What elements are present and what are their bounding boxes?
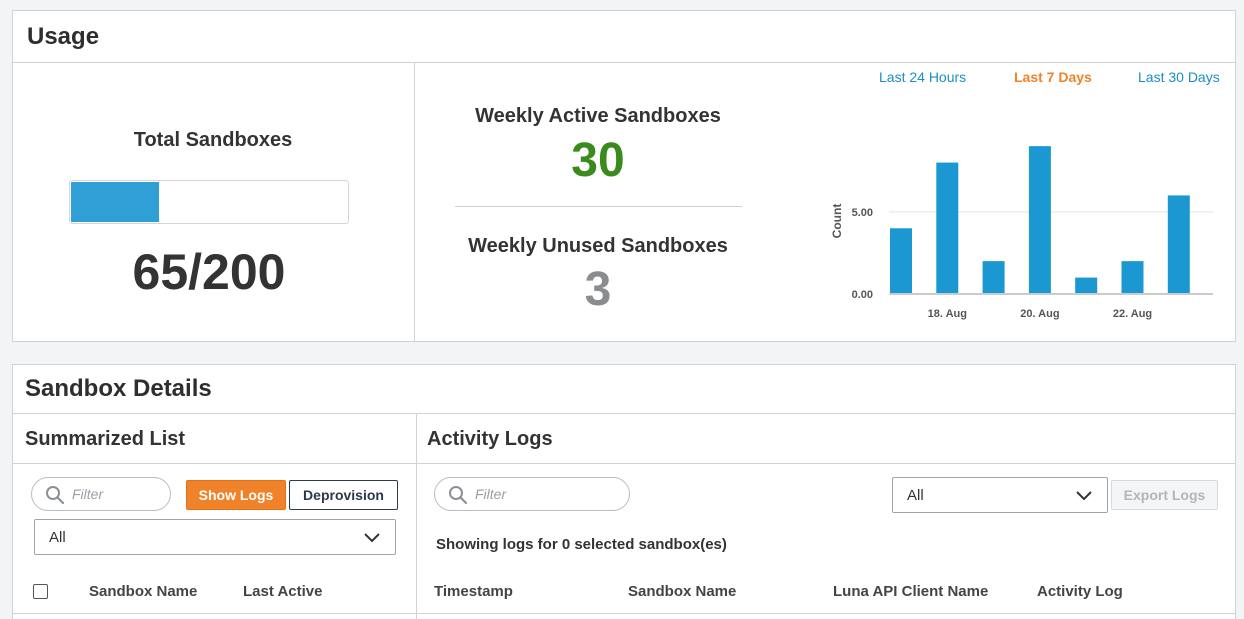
chart-bar <box>890 228 912 294</box>
summarized-list-title: Summarized List <box>25 428 186 450</box>
sandbox-details-title: Sandbox Details <box>25 375 212 402</box>
chart-y-tick-label: 0.00 <box>852 289 873 301</box>
chart-x-tick-label: 22. Aug <box>1113 308 1152 320</box>
details-column-divider <box>416 413 417 619</box>
deprovision-button[interactable]: Deprovision <box>289 480 398 510</box>
chart-bar <box>1121 261 1144 294</box>
chart-bar <box>982 261 1005 294</box>
subheader-divider <box>13 463 1235 464</box>
total-sandboxes-count: 65/200 <box>132 244 286 300</box>
chart-bar <box>1028 146 1051 294</box>
chart-bar <box>1075 277 1098 294</box>
metrics-divider <box>455 206 742 207</box>
export-logs-button[interactable]: Export Logs <box>1111 480 1218 510</box>
show-logs-button[interactable]: Show Logs <box>186 480 286 510</box>
search-icon <box>46 486 65 505</box>
total-sandboxes-progress <box>69 180 349 224</box>
column-sandbox-name[interactable]: Sandbox Name <box>89 583 198 600</box>
summarized-filter-placeholder: Filter <box>72 486 104 502</box>
chevron-down-icon <box>364 533 380 543</box>
summarized-filter-select[interactable]: All <box>34 519 396 555</box>
weekly-activity-chart: 0.00 5.00 Count 18. Aug 20. Aug 22. Aug <box>830 146 1213 320</box>
activity-logs-title: Activity Logs <box>427 428 553 450</box>
chart-y-axis-label: Count <box>830 204 844 239</box>
usage-column-divider <box>414 62 415 341</box>
column-activity-sandbox-name[interactable]: Sandbox Name <box>628 583 737 600</box>
selected-sandboxes-info: Showing logs for 0 selected sandbox(es) <box>436 536 727 553</box>
weekly-active-value: 30 <box>571 134 625 187</box>
column-luna-api-client-name[interactable]: Luna API Client Name <box>833 583 989 600</box>
chart-y-tick-label: 5.00 <box>852 207 873 219</box>
details-header-divider <box>13 413 1235 414</box>
summarized-select-value: All <box>49 529 66 546</box>
activity-filter-input[interactable]: Filter <box>434 477 630 511</box>
summarized-filter-input[interactable]: Filter <box>31 477 171 511</box>
column-activity-log[interactable]: Activity Log <box>1037 583 1123 600</box>
range-last-30-days[interactable]: Last 30 Days <box>1138 69 1220 85</box>
table-header-divider <box>13 613 1235 614</box>
chart-bar <box>1167 195 1190 294</box>
total-sandboxes-progress-fill <box>71 182 160 222</box>
chart-x-tick-label: 20. Aug <box>1020 308 1059 320</box>
column-timestamp[interactable]: Timestamp <box>434 583 513 600</box>
usage-header-divider <box>13 62 1235 63</box>
weekly-active-title: Weekly Active Sandboxes <box>475 105 721 127</box>
select-all-checkbox[interactable] <box>33 584 48 599</box>
usage-title: Usage <box>27 23 100 50</box>
range-last-24-hours[interactable]: Last 24 Hours <box>879 69 967 85</box>
weekly-unused-title: Weekly Unused Sandboxes <box>468 235 728 257</box>
sandbox-details-panel: Sandbox Details Summarized List Filter S… <box>12 364 1236 619</box>
activity-filter-placeholder: Filter <box>475 486 507 502</box>
activity-select-value: All <box>907 487 924 504</box>
usage-panel: Usage Total Sandboxes 65/200 Weekly Acti… <box>12 10 1236 342</box>
chevron-down-icon <box>1076 491 1092 501</box>
chart-bar <box>936 162 959 294</box>
chart-x-tick-label: 18. Aug <box>928 308 967 320</box>
total-sandboxes-title: Total Sandboxes <box>133 129 293 151</box>
range-last-7-days[interactable]: Last 7 Days <box>1014 69 1092 85</box>
column-last-active[interactable]: Last Active <box>243 583 323 600</box>
search-icon <box>449 486 468 505</box>
activity-filter-select[interactable]: All <box>892 477 1108 513</box>
weekly-unused-value: 3 <box>584 263 612 316</box>
